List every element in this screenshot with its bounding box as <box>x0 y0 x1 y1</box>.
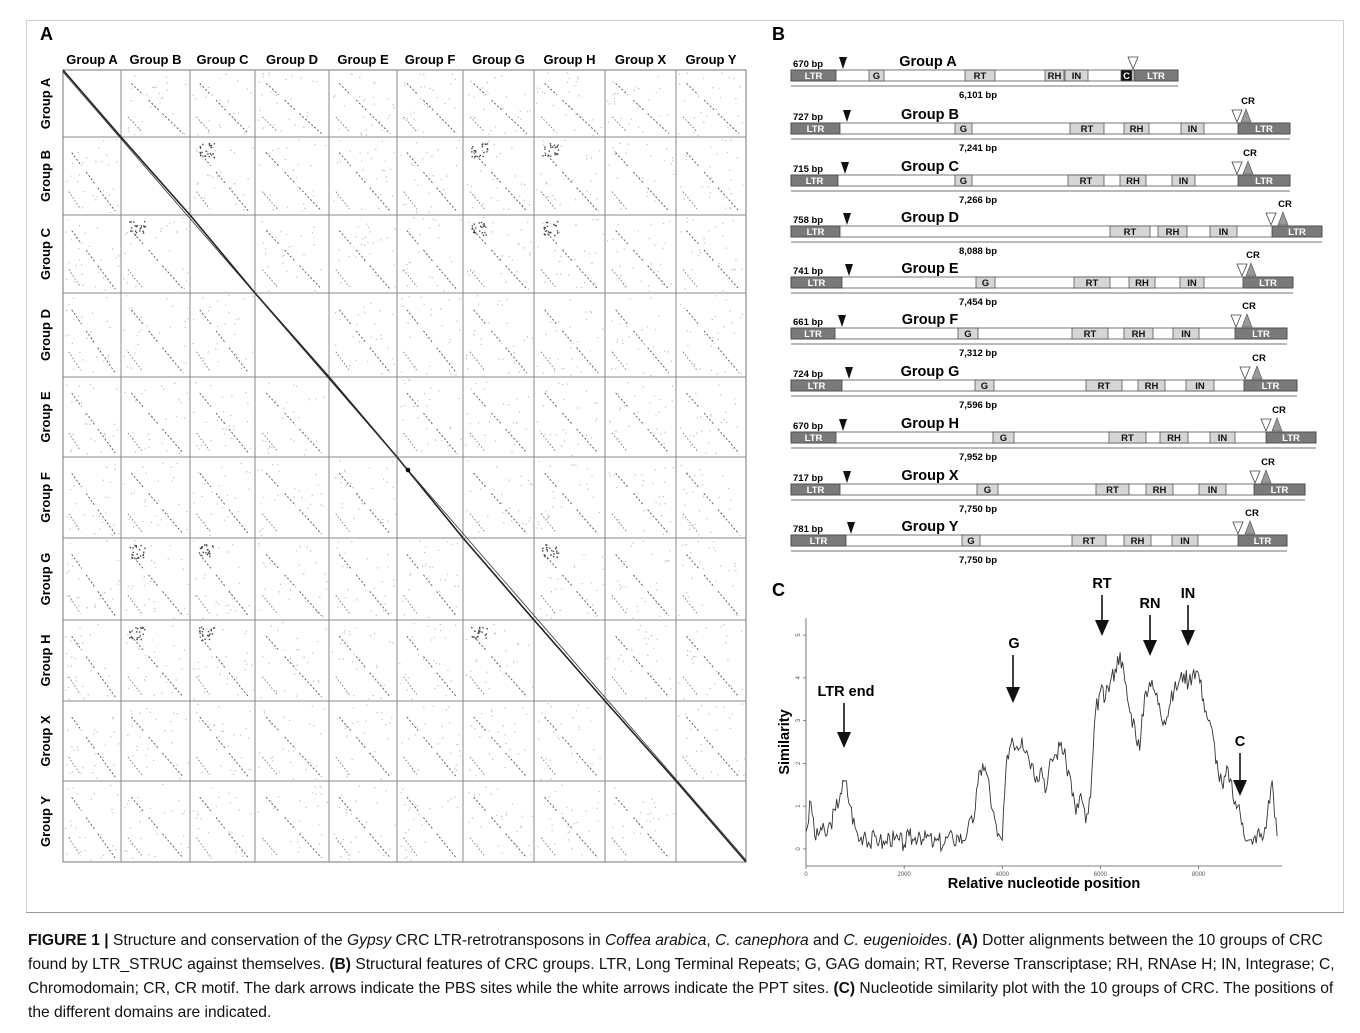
figure-caption: FIGURE 1 | Structure and conservation of… <box>28 929 1348 1025</box>
caption-gypsy: Gypsy <box>347 932 391 949</box>
annotation-label: LTR end <box>818 684 875 700</box>
annotation-label: RN <box>1140 596 1161 612</box>
annotation-arrow-head <box>1181 630 1195 646</box>
caption-text-5: . <box>947 932 956 949</box>
caption-species-2: C. canephora <box>715 932 809 949</box>
annotation-5: C <box>1233 734 1247 796</box>
annotation-label: G <box>1008 636 1019 652</box>
annotation-4: IN <box>1181 586 1196 646</box>
caption-species-1: Coffea arabica <box>605 932 706 949</box>
y-tick-label: 4 <box>796 676 802 680</box>
caption-text-3: , <box>706 932 715 949</box>
caption-text-2: CRC LTR-retrotransposons in <box>391 932 605 949</box>
annotation-2: RT <box>1092 576 1111 636</box>
caption-text-4: and <box>809 932 844 949</box>
panel-c-label: C <box>772 580 785 600</box>
y-tick-label: 2 <box>796 761 802 765</box>
y-tick-label: 3 <box>796 718 802 722</box>
panel-c-similarity-plot: C 0 2000 4000 6000 8000012345Relative nucleo… <box>0 0 1360 905</box>
y-tick-label: 5 <box>796 633 802 637</box>
y-tick-label: 0 <box>796 847 802 851</box>
caption-figure-label: FIGURE 1 | <box>28 932 109 949</box>
x-tick-label: 0 <box>804 872 808 878</box>
annotation-0: LTR end <box>818 684 875 748</box>
caption-species-3: C. eugenioides <box>843 932 947 949</box>
annotation-label: C <box>1235 734 1246 750</box>
annotation-label: IN <box>1181 586 1196 602</box>
caption-rule <box>26 912 1344 913</box>
caption-b-label: (B) <box>329 956 351 973</box>
y-axis-label: Similarity <box>777 709 793 774</box>
x-tick-label: 8000 <box>1192 872 1206 878</box>
y-tick-label: 1 <box>796 804 802 808</box>
similarity-chart: 0 2000 4000 6000 8000012345Relative nucleoti… <box>777 576 1282 892</box>
x-axis-label: Relative nucleotide position <box>948 876 1141 892</box>
annotation-arrow-head <box>1233 780 1247 796</box>
caption-c-label: (C) <box>833 980 855 997</box>
caption-text-1: Structure and conservation of the <box>109 932 347 949</box>
annotation-arrow-head <box>1006 687 1020 703</box>
caption-a-label: (A) <box>956 932 978 949</box>
annotation-arrow-head <box>1095 620 1109 636</box>
annotation-3: RN <box>1140 596 1161 656</box>
similarity-line <box>806 652 1277 851</box>
annotation-label: RT <box>1092 576 1111 592</box>
annotation-arrow-head <box>837 732 851 748</box>
annotation-arrow-head <box>1143 640 1157 656</box>
annotation-1: G <box>1006 636 1020 703</box>
x-tick-label: 2000 <box>897 872 911 878</box>
